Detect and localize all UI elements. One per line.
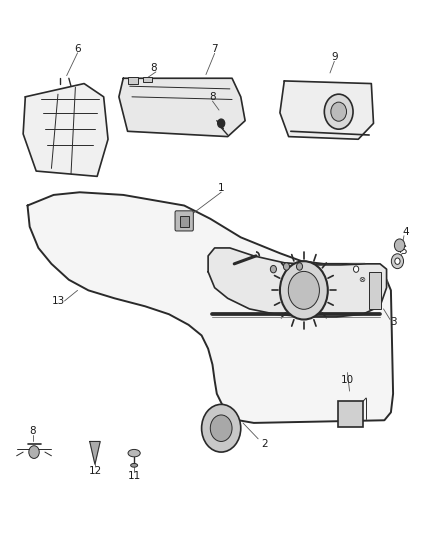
Text: 9: 9	[331, 52, 338, 62]
Circle shape	[283, 263, 290, 270]
FancyBboxPatch shape	[175, 211, 193, 231]
Text: 8: 8	[150, 63, 157, 72]
Bar	[180, 216, 188, 227]
Polygon shape	[28, 192, 393, 423]
Bar	[369, 272, 381, 309]
Circle shape	[280, 261, 328, 319]
Circle shape	[394, 239, 405, 252]
Text: ⊗: ⊗	[358, 275, 365, 284]
Ellipse shape	[131, 464, 138, 467]
Text: 12: 12	[88, 466, 102, 475]
Text: 6: 6	[74, 44, 81, 54]
Ellipse shape	[128, 449, 140, 457]
Polygon shape	[90, 441, 100, 464]
Circle shape	[29, 446, 39, 458]
Text: 11: 11	[127, 471, 141, 481]
Circle shape	[201, 405, 241, 452]
Text: 10: 10	[341, 375, 354, 385]
Circle shape	[270, 265, 276, 273]
Circle shape	[288, 271, 319, 309]
FancyBboxPatch shape	[338, 401, 364, 426]
Text: 8: 8	[209, 92, 216, 102]
Circle shape	[324, 94, 353, 129]
Text: 5: 5	[401, 246, 407, 256]
Text: 1: 1	[218, 183, 225, 193]
Circle shape	[297, 263, 303, 270]
Polygon shape	[119, 78, 245, 136]
Polygon shape	[208, 248, 387, 317]
Circle shape	[210, 415, 232, 441]
Circle shape	[331, 102, 346, 121]
Polygon shape	[23, 84, 108, 176]
Circle shape	[395, 258, 400, 264]
Circle shape	[218, 119, 225, 127]
Bar	[127, 77, 138, 84]
Circle shape	[353, 266, 359, 272]
Text: 4: 4	[403, 227, 410, 237]
Bar	[143, 77, 152, 82]
Circle shape	[391, 254, 403, 269]
Text: 13: 13	[51, 296, 64, 306]
Polygon shape	[280, 81, 374, 139]
Text: 2: 2	[261, 439, 268, 449]
Text: 3: 3	[390, 317, 396, 327]
Text: 7: 7	[212, 44, 218, 54]
Text: 8: 8	[29, 426, 36, 436]
